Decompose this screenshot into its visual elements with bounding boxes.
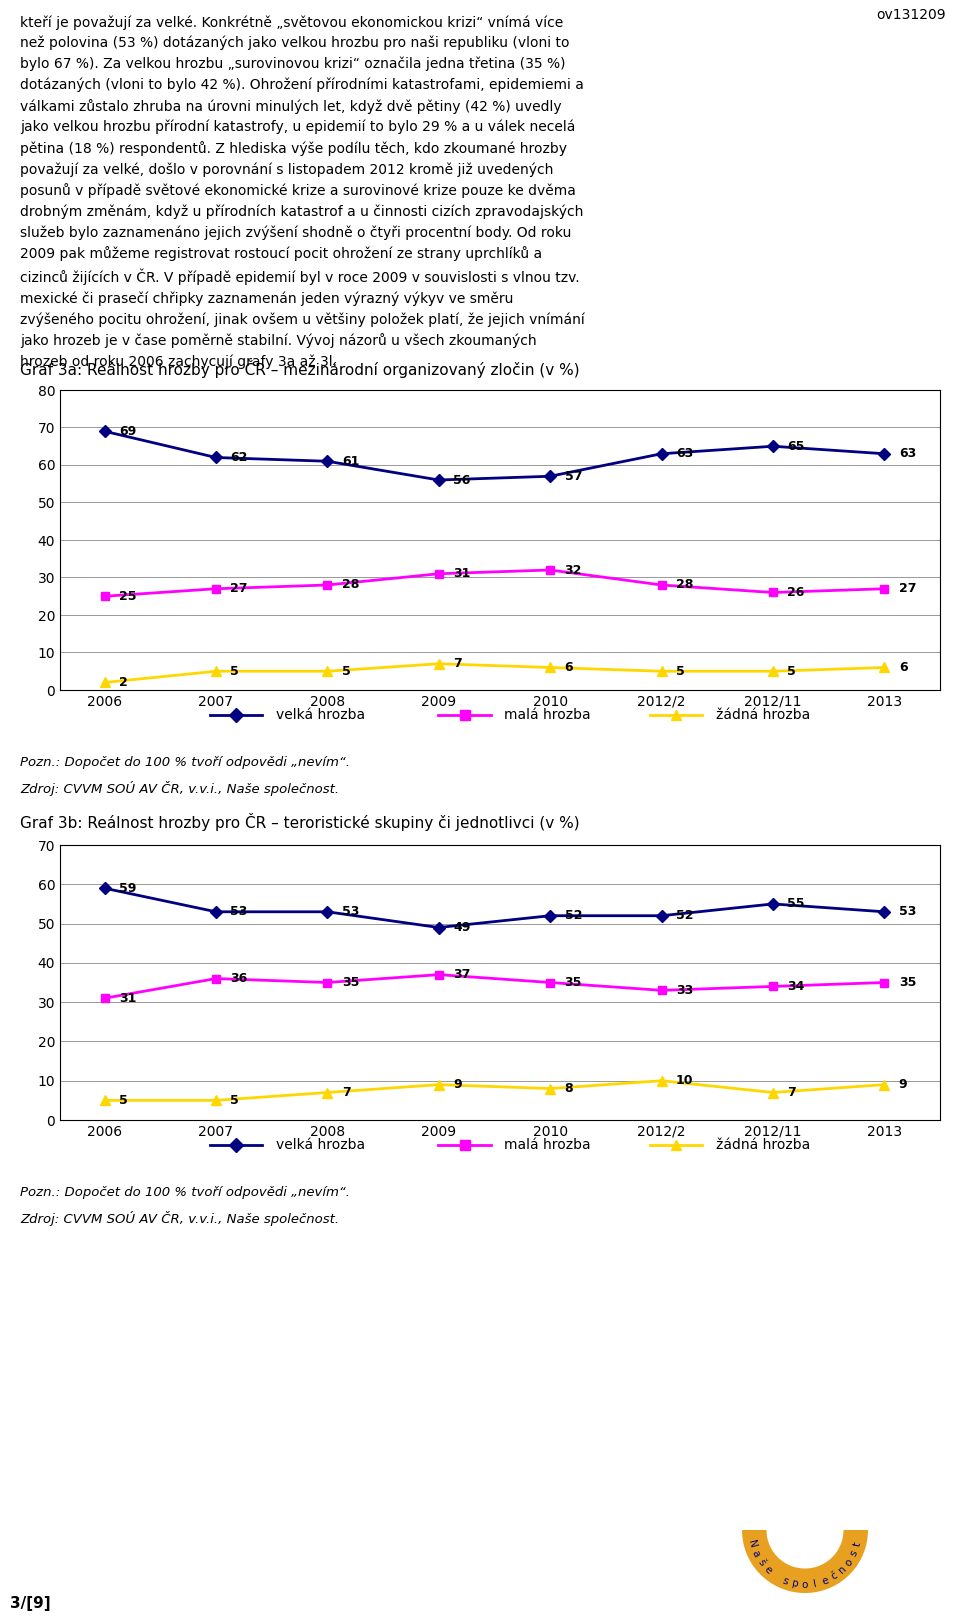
- Text: s: s: [849, 1549, 860, 1559]
- Text: N: N: [747, 1539, 758, 1549]
- Text: 10: 10: [676, 1074, 693, 1087]
- Text: 5: 5: [676, 665, 684, 678]
- Text: 57: 57: [564, 471, 582, 483]
- Text: 5: 5: [787, 665, 796, 678]
- Text: o: o: [843, 1557, 854, 1568]
- Text: a: a: [750, 1549, 761, 1559]
- Text: Zdroj: CVVM SOÚ AV ČR, v.v.i., Naše společnost.: Zdroj: CVVM SOÚ AV ČR, v.v.i., Naše spol…: [20, 1211, 339, 1226]
- Text: Graf 3b: Reálnost hrozby pro ČR – teroristické skupiny či jednotlivci (v %): Graf 3b: Reálnost hrozby pro ČR – terori…: [20, 812, 580, 831]
- Text: 62: 62: [230, 451, 248, 464]
- Text: malá hrozba: malá hrozba: [504, 1138, 591, 1151]
- Text: 69: 69: [119, 425, 136, 438]
- Text: 59: 59: [119, 881, 136, 894]
- Text: žádná hrozba: žádná hrozba: [715, 708, 810, 723]
- Text: 37: 37: [453, 969, 470, 982]
- Text: 25: 25: [119, 590, 136, 603]
- Text: č: č: [828, 1570, 839, 1581]
- Text: 52: 52: [676, 909, 693, 922]
- Text: 6: 6: [899, 661, 907, 674]
- Text: 9: 9: [899, 1079, 907, 1091]
- Text: 63: 63: [899, 448, 916, 461]
- Text: 28: 28: [676, 579, 693, 592]
- Text: velká hrozba: velká hrozba: [276, 1138, 365, 1151]
- Text: 34: 34: [787, 980, 804, 993]
- Text: 53: 53: [342, 906, 359, 918]
- Text: 7: 7: [342, 1087, 350, 1100]
- Text: 2: 2: [119, 676, 128, 689]
- Text: 61: 61: [342, 454, 359, 467]
- Text: kteří je považují za velké. Konkrétně „světovou ekonomickou krizi“ vnímá více
ne: kteří je považují za velké. Konkrétně „s…: [20, 15, 585, 369]
- Text: 9: 9: [453, 1079, 462, 1091]
- Text: 5: 5: [342, 665, 350, 678]
- Text: 49: 49: [453, 922, 470, 935]
- Text: 7: 7: [453, 657, 462, 671]
- Text: 31: 31: [119, 991, 136, 1004]
- Text: 56: 56: [453, 474, 470, 487]
- Text: e: e: [820, 1575, 829, 1586]
- Polygon shape: [742, 1530, 868, 1593]
- Text: 7: 7: [787, 1087, 796, 1100]
- Text: 35: 35: [342, 977, 359, 990]
- Text: 52: 52: [564, 909, 582, 922]
- Text: 35: 35: [564, 977, 582, 990]
- Text: ov131209: ov131209: [876, 8, 946, 23]
- Text: 36: 36: [230, 972, 248, 985]
- Text: 53: 53: [899, 906, 916, 918]
- Text: s: s: [780, 1575, 789, 1586]
- Text: velká hrozba: velká hrozba: [276, 708, 365, 723]
- Text: p: p: [791, 1578, 799, 1590]
- Text: 3/[9]: 3/[9]: [10, 1596, 51, 1611]
- Text: 5: 5: [230, 665, 239, 678]
- Text: 26: 26: [787, 585, 804, 598]
- Text: n: n: [836, 1564, 848, 1577]
- Text: žádná hrozba: žádná hrozba: [715, 1138, 810, 1151]
- Text: š: š: [756, 1557, 767, 1567]
- Text: 6: 6: [564, 661, 573, 674]
- Text: 33: 33: [676, 983, 693, 996]
- Text: 31: 31: [453, 568, 470, 581]
- Text: e: e: [762, 1564, 774, 1577]
- Text: 28: 28: [342, 579, 359, 592]
- Text: 8: 8: [564, 1082, 573, 1095]
- Text: 32: 32: [564, 563, 582, 577]
- Text: malá hrozba: malá hrozba: [504, 708, 591, 723]
- Text: Pozn.: Dopočet do 100 % tvoří odpovědi „nevím“.: Pozn.: Dopočet do 100 % tvoří odpovědi „…: [20, 757, 350, 770]
- Text: 53: 53: [230, 906, 248, 918]
- Text: Zdroj: CVVM SOÚ AV ČR, v.v.i., Naše společnost.: Zdroj: CVVM SOÚ AV ČR, v.v.i., Naše spol…: [20, 781, 339, 796]
- Text: Pozn.: Dopočet do 100 % tvoří odpovědi „nevím“.: Pozn.: Dopočet do 100 % tvoří odpovědi „…: [20, 1187, 350, 1200]
- Text: o: o: [802, 1580, 808, 1590]
- Text: 35: 35: [899, 977, 916, 990]
- Text: 5: 5: [119, 1093, 128, 1108]
- Text: 55: 55: [787, 897, 804, 910]
- Text: Graf 3a: Reálnost hrozby pro ČR – mezinárodní organizovaný zločin (v %): Graf 3a: Reálnost hrozby pro ČR – meziná…: [20, 361, 580, 378]
- Text: l: l: [813, 1578, 818, 1590]
- Text: 5: 5: [230, 1093, 239, 1108]
- Text: 63: 63: [676, 448, 693, 461]
- Text: 27: 27: [230, 582, 248, 595]
- Text: 65: 65: [787, 440, 804, 453]
- Text: t: t: [852, 1541, 863, 1547]
- Text: 27: 27: [899, 582, 916, 595]
